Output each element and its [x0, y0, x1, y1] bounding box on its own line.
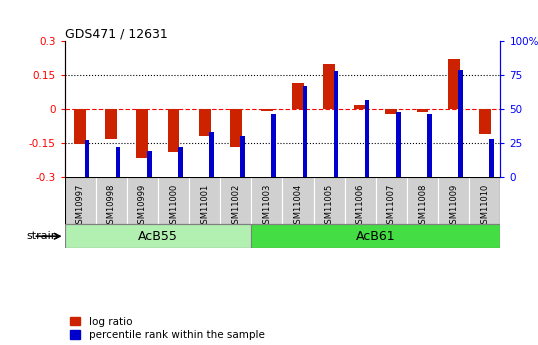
Bar [282, 177, 314, 224]
Bar [469, 177, 500, 224]
Bar [292, 83, 304, 109]
Bar [376, 177, 407, 224]
Bar [127, 177, 158, 224]
Text: GSM11000: GSM11000 [169, 184, 178, 229]
Bar [489, 139, 494, 177]
Text: GSM11004: GSM11004 [294, 184, 302, 229]
Text: GSM10998: GSM10998 [107, 184, 116, 229]
Legend: log ratio, percentile rank within the sample: log ratio, percentile rank within the sa… [70, 317, 264, 340]
Bar [199, 109, 210, 136]
Bar [386, 109, 397, 114]
Bar [271, 115, 276, 177]
Bar [251, 177, 282, 224]
Bar [116, 147, 121, 177]
Text: GSM11002: GSM11002 [231, 184, 240, 229]
Text: GSM11006: GSM11006 [356, 184, 365, 229]
Bar [438, 177, 469, 224]
Bar [189, 177, 220, 224]
Bar [65, 224, 251, 248]
Text: GSM11003: GSM11003 [263, 184, 271, 229]
Bar [314, 177, 345, 224]
Bar [427, 115, 431, 177]
Text: AcB55: AcB55 [138, 230, 178, 243]
Text: GSM11008: GSM11008 [418, 184, 427, 229]
Bar [345, 177, 376, 224]
Text: GSM10999: GSM10999 [138, 184, 147, 229]
Bar [105, 109, 117, 139]
Bar [158, 177, 189, 224]
Bar [220, 177, 251, 224]
Bar [302, 86, 307, 177]
Bar [458, 70, 463, 177]
Bar [365, 100, 370, 177]
Text: GSM11007: GSM11007 [387, 184, 396, 229]
Bar [416, 109, 428, 112]
Bar [334, 71, 338, 177]
Bar [240, 136, 245, 177]
Bar [448, 59, 459, 109]
Bar [147, 151, 152, 177]
Bar [323, 64, 335, 109]
Text: strain: strain [26, 231, 58, 241]
Bar [355, 105, 366, 109]
Bar [137, 109, 148, 158]
Bar [84, 140, 89, 177]
Text: GDS471 / 12631: GDS471 / 12631 [65, 27, 167, 40]
Bar [178, 147, 183, 177]
Bar [407, 177, 438, 224]
Text: GSM11005: GSM11005 [324, 184, 334, 229]
Bar [251, 224, 500, 248]
Bar [74, 109, 86, 144]
Bar [168, 109, 179, 152]
Text: GSM11009: GSM11009 [449, 184, 458, 229]
Bar [396, 112, 401, 177]
Text: GSM11001: GSM11001 [200, 184, 209, 229]
Bar [230, 109, 242, 147]
Text: AcB61: AcB61 [356, 230, 395, 243]
Text: GSM10997: GSM10997 [76, 184, 84, 229]
Bar [65, 177, 96, 224]
Bar [209, 132, 214, 177]
Text: GSM11010: GSM11010 [480, 184, 489, 229]
Bar [96, 177, 127, 224]
Bar [479, 109, 491, 134]
Bar [261, 109, 273, 111]
